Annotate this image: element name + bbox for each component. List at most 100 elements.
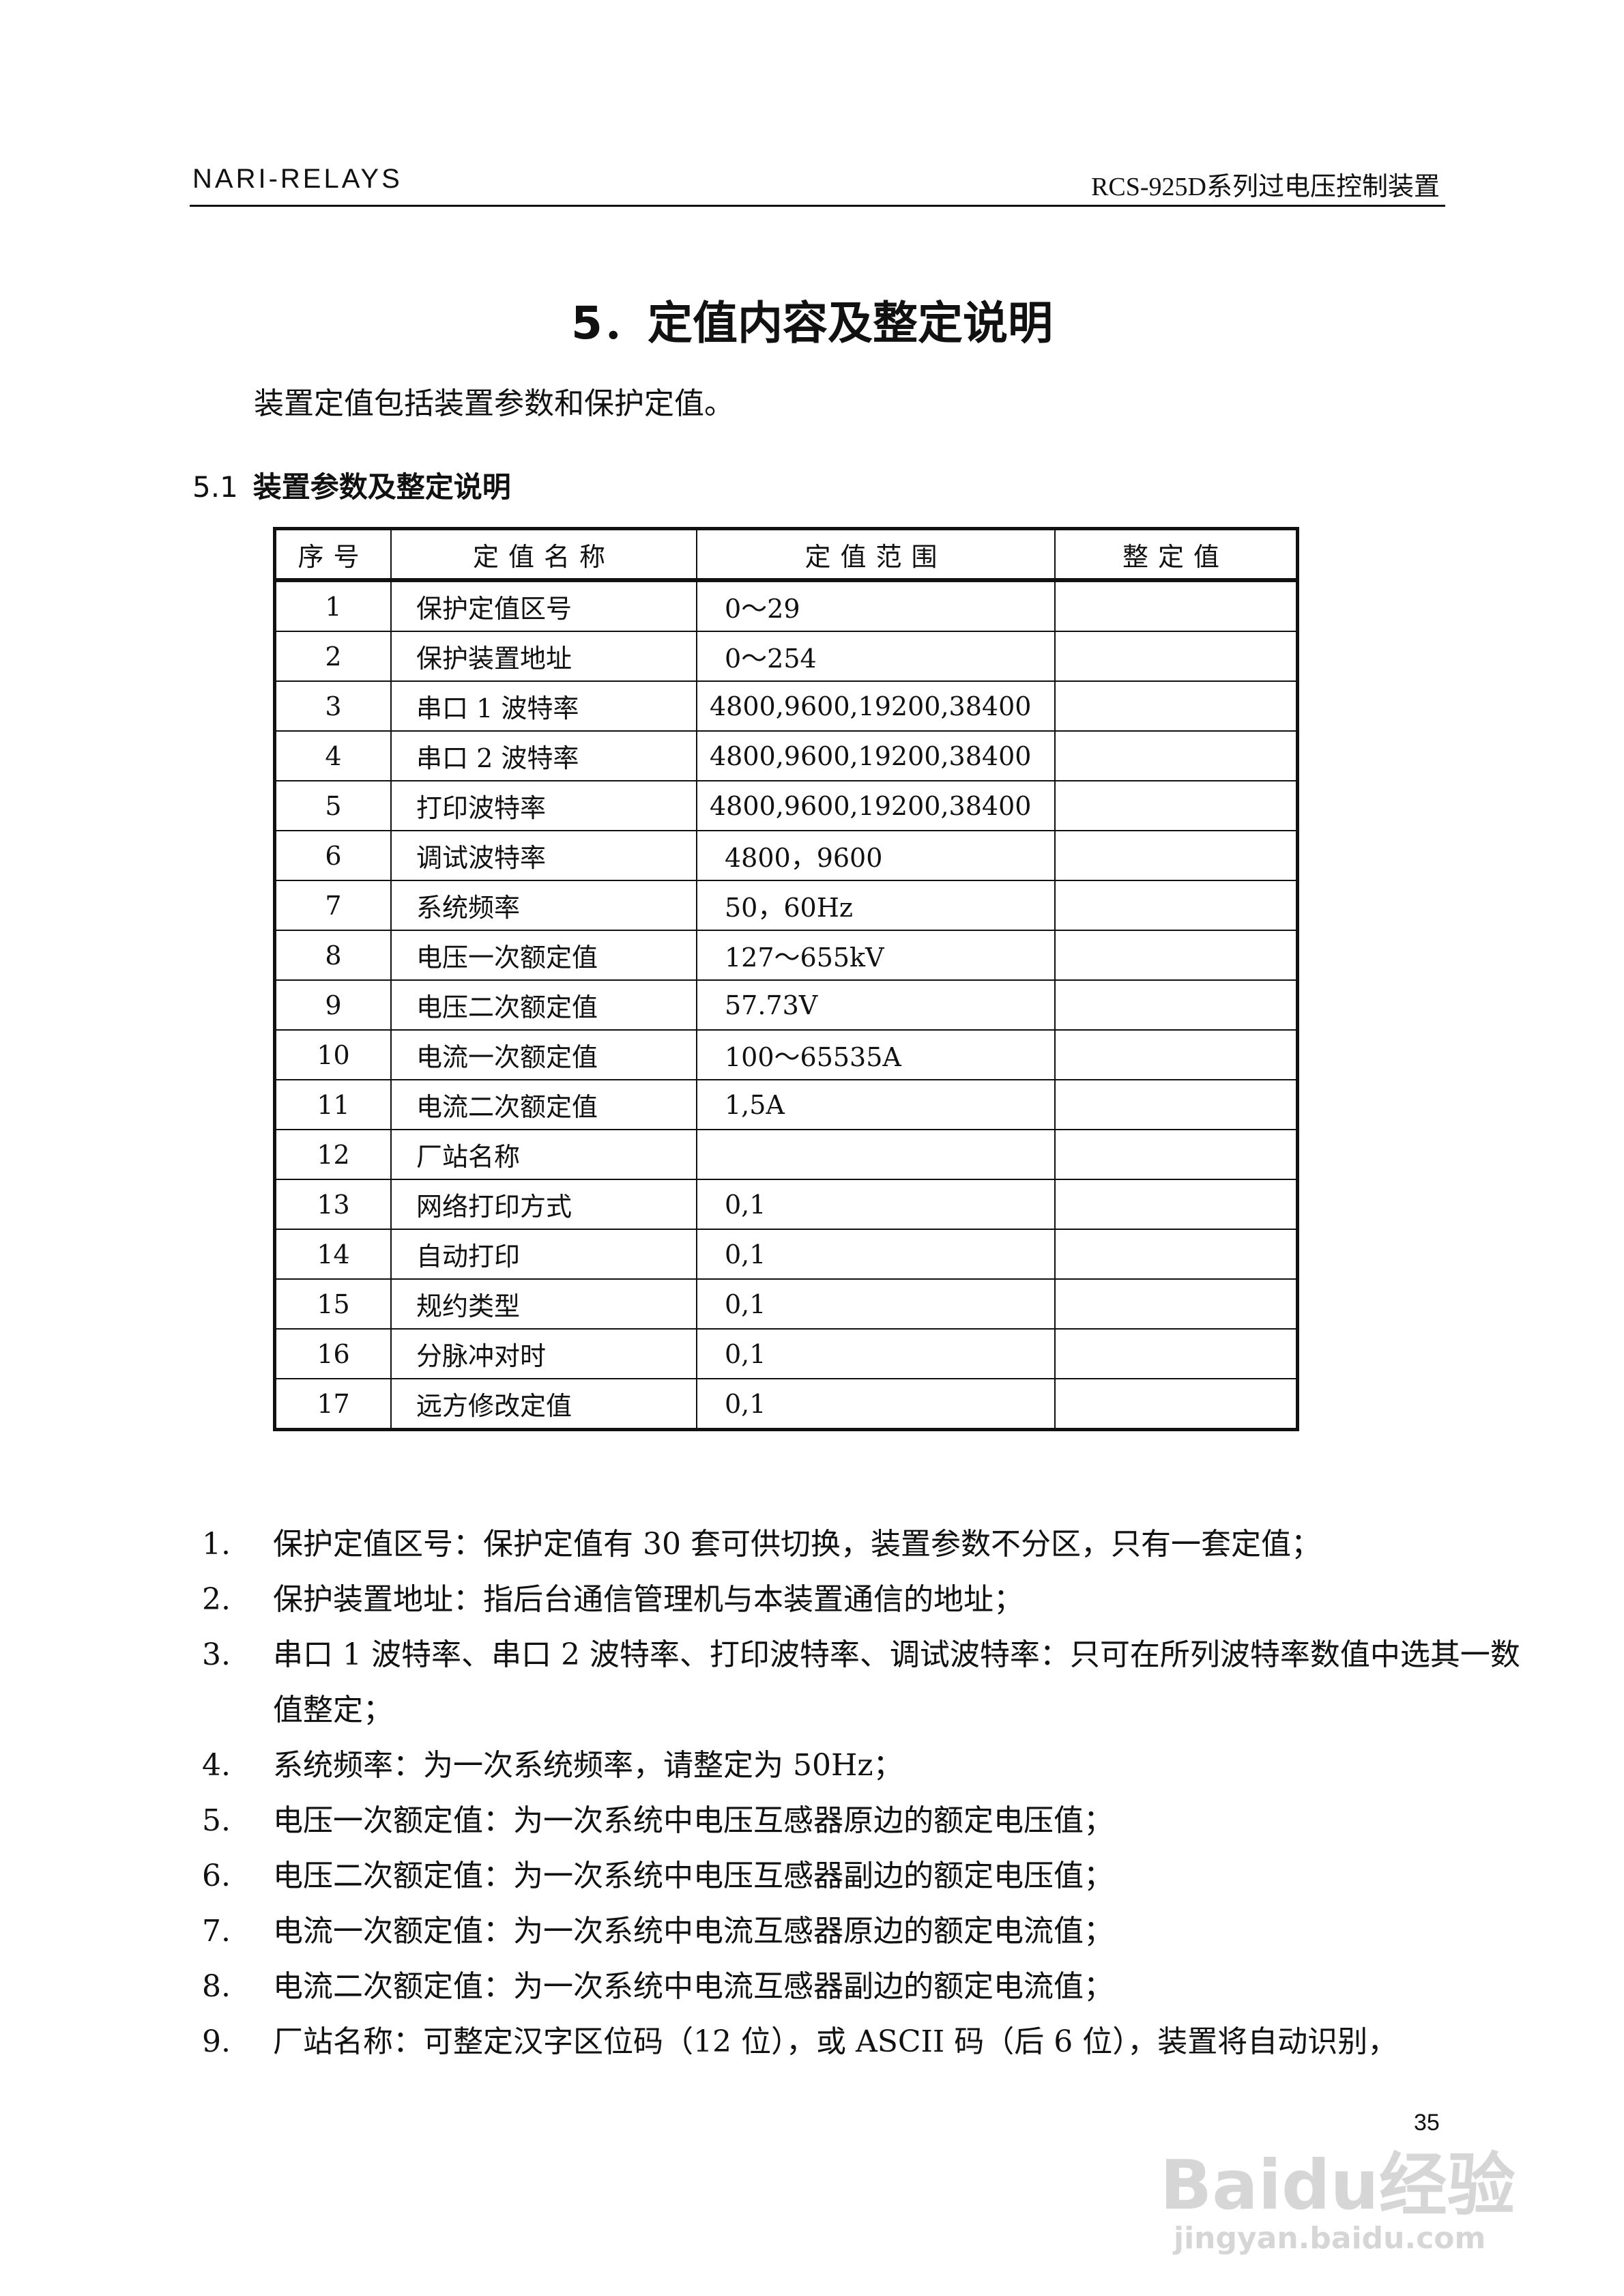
table-row: 1 保护定值区号 0～29: [274, 579, 1299, 632]
cell-value: [1054, 979, 1299, 1031]
cell-range: 4800,9600,19200,38400: [696, 680, 1056, 732]
cell-value: [1054, 930, 1299, 981]
cell-range: 4800,9600,19200,38400: [696, 730, 1056, 781]
cell-no: 4: [274, 730, 392, 781]
section-title: 装置参数及整定说明: [252, 470, 511, 504]
cell-range: [696, 1129, 1056, 1180]
table-row: 13 网络打印方式 0,1: [274, 1179, 1299, 1230]
cell-name: 保护装置地址: [390, 631, 697, 682]
cell-value: [1054, 1229, 1299, 1280]
section-number: 5.1: [192, 470, 238, 504]
table-row: 4 串口 2 波特率 4800,9600,19200,38400: [274, 730, 1299, 781]
cell-range: 57.73V: [696, 979, 1056, 1031]
cell-range: 100～65535A: [696, 1029, 1056, 1080]
section-heading: 5.1 装置参数及整定说明: [192, 464, 511, 506]
list-item: 8. 电流二次额定值：为一次系统中电流互感器副边的额定电流值；: [202, 1959, 1522, 2014]
cell-no: 17: [274, 1378, 392, 1431]
column-header-value: 整定值: [1054, 528, 1299, 582]
list-text: 保护定值区号：保护定值有 30 套可供切换，装置参数不分区，只有一套定值；: [273, 1527, 1321, 1562]
cell-no: 12: [274, 1129, 392, 1180]
cell-value: [1054, 680, 1299, 732]
cell-name: 电流一次额定值: [390, 1029, 697, 1080]
cell-name: 自动打印: [390, 1229, 697, 1280]
list-text: 系统频率：为一次系统频率，请整定为 50Hz；: [273, 1748, 903, 1783]
list-number: 9.: [202, 2024, 231, 2059]
list-text: 厂站名称：可整定汉字区位码（12 位），或 ASCII 码（后 6 位），装置将…: [273, 2024, 1398, 2059]
cell-value: [1054, 1029, 1299, 1080]
list-item: 2. 保护装置地址：指后台通信管理机与本装置通信的地址；: [202, 1572, 1522, 1627]
list-number: 2.: [202, 1582, 231, 1617]
cell-value: [1054, 1129, 1299, 1180]
page-title: 5．定值内容及整定说明: [571, 297, 1053, 349]
table-row: 15 规约类型 0,1: [274, 1278, 1299, 1330]
intro-paragraph: 装置定值包括装置参数和保护定值。: [254, 386, 734, 421]
cell-value: [1054, 579, 1299, 632]
cell-name: 系统频率: [390, 880, 697, 931]
cell-name: 远方修改定值: [390, 1378, 697, 1431]
cell-range: 0,1: [696, 1328, 1056, 1379]
list-number: 6.: [202, 1859, 231, 1893]
column-header-no: 序号: [274, 528, 392, 582]
table-row: 14 自动打印 0,1: [274, 1229, 1299, 1280]
list-text: 电流二次额定值：为一次系统中电流互感器副边的额定电流值；: [273, 1969, 1114, 2004]
cell-no: 11: [274, 1079, 392, 1130]
cell-no: 14: [274, 1229, 392, 1280]
cell-name: 保护定值区号: [390, 579, 697, 632]
table-row: 7 系统频率 50，60Hz: [274, 880, 1299, 931]
cell-value: [1054, 880, 1299, 931]
cell-value: [1054, 830, 1299, 881]
watermark-url-text: jingyan.baidu.com: [1174, 2221, 1486, 2256]
list-number: 8.: [202, 1969, 231, 2004]
column-header-name: 定值名称: [390, 528, 697, 582]
list-item: 7. 电流一次额定值：为一次系统中电流互感器原边的额定电流值；: [202, 1904, 1522, 1959]
cell-value: [1054, 1179, 1299, 1230]
cell-value: [1054, 1278, 1299, 1330]
table-row: 3 串口 1 波特率 4800,9600,19200,38400: [274, 680, 1299, 732]
cell-name: 调试波特率: [390, 830, 697, 881]
list-number: 4.: [202, 1748, 231, 1783]
header-company: NARI-RELAYS: [192, 164, 403, 194]
cell-no: 13: [274, 1179, 392, 1230]
list-number: 3.: [202, 1637, 231, 1672]
list-text: 电压二次额定值：为一次系统中电压互感器副边的额定电压值；: [273, 1859, 1114, 1893]
list-text: 电流一次额定值：为一次系统中电流互感器原边的额定电流值；: [273, 1914, 1114, 1949]
list-item: 4. 系统频率：为一次系统频率，请整定为 50Hz；: [202, 1738, 1522, 1793]
cell-range: 1,5A: [696, 1079, 1056, 1130]
cell-no: 9: [274, 979, 392, 1031]
cell-range: 0～29: [696, 579, 1056, 632]
cell-name: 电压二次额定值: [390, 979, 697, 1031]
table-row: 12 厂站名称: [274, 1129, 1299, 1180]
cell-no: 5: [274, 780, 392, 831]
list-item: 1. 保护定值区号：保护定值有 30 套可供切换，装置参数不分区，只有一套定值；: [202, 1517, 1522, 1572]
cell-range: 50，60Hz: [696, 880, 1056, 931]
column-header-range: 定值范围: [696, 528, 1056, 582]
table-row: 11 电流二次额定值 1,5A: [274, 1079, 1299, 1130]
cell-value: [1054, 1079, 1299, 1130]
cell-name: 串口 1 波特率: [390, 680, 697, 732]
cell-no: 7: [274, 880, 392, 931]
table-row: 16 分脉冲对时 0,1: [274, 1328, 1299, 1379]
table-row: 9 电压二次额定值 57.73V: [274, 979, 1299, 1031]
list-text: 电压一次额定值：为一次系统中电压互感器原边的额定电压值；: [273, 1803, 1114, 1838]
cell-no: 2: [274, 631, 392, 682]
list-number: 1.: [202, 1527, 231, 1562]
cell-value: [1054, 631, 1299, 682]
cell-range: 0～254: [696, 631, 1056, 682]
cell-name: 厂站名称: [390, 1129, 697, 1180]
cell-name: 打印波特率: [390, 780, 697, 831]
cell-name: 电流二次额定值: [390, 1079, 697, 1130]
table-row: 8 电压一次额定值 127～655kV: [274, 930, 1299, 981]
list-text: 串口 1 波特率、串口 2 波特率、打印波特率、调试波特率：只可在所列波特率数值…: [273, 1637, 1520, 1727]
cell-no: 8: [274, 930, 392, 981]
cell-name: 规约类型: [390, 1278, 697, 1330]
header-product: RCS-925D系列过电压控制装置: [1091, 173, 1440, 201]
cell-name: 串口 2 波特率: [390, 730, 697, 781]
list-text: 保护装置地址：指后台通信管理机与本装置通信的地址；: [273, 1582, 1024, 1617]
watermark-logo-text: Baidu经验: [1160, 2145, 1516, 2225]
cell-no: 10: [274, 1029, 392, 1080]
cell-name: 电压一次额定值: [390, 930, 697, 981]
table-row: 2 保护装置地址 0～254: [274, 631, 1299, 682]
list-item: 3. 串口 1 波特率、串口 2 波特率、打印波特率、调试波特率：只可在所列波特率…: [202, 1627, 1522, 1738]
cell-value: [1054, 1328, 1299, 1379]
list-number: 5.: [202, 1803, 231, 1838]
